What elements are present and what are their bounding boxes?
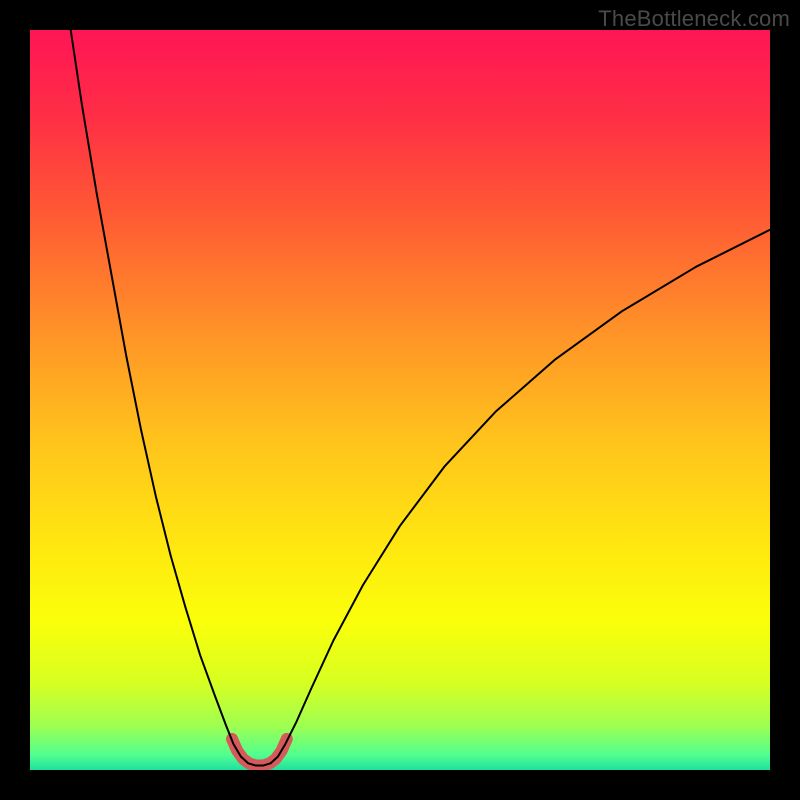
watermark-text: TheBottleneck.com	[598, 6, 790, 32]
bottleneck-chart	[0, 0, 800, 800]
gradient-background	[30, 30, 770, 770]
figure-container: TheBottleneck.com	[0, 0, 800, 800]
